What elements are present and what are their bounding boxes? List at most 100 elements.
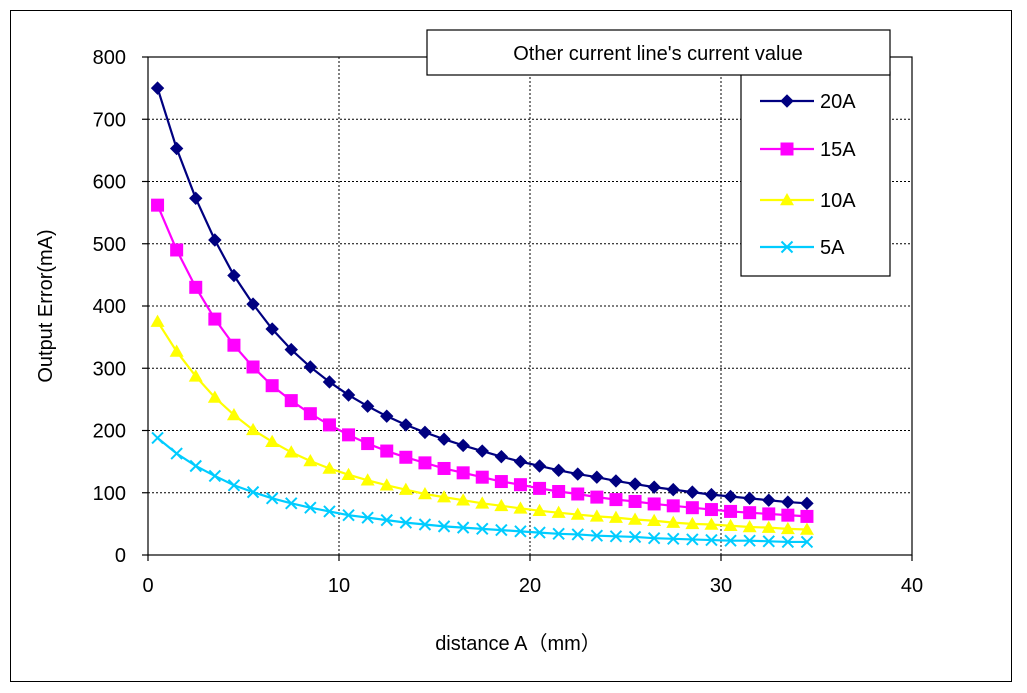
data-point xyxy=(323,505,336,518)
data-point xyxy=(551,505,566,518)
data-point xyxy=(609,474,623,488)
data-point xyxy=(799,522,814,535)
legend-box xyxy=(740,71,891,277)
x-tick-label: 0 xyxy=(142,575,153,597)
marker-stroke xyxy=(781,535,795,549)
data-point xyxy=(169,344,184,357)
data-point xyxy=(341,467,356,480)
data-point xyxy=(762,535,775,548)
marker-stroke xyxy=(571,528,584,541)
data-point xyxy=(513,501,528,514)
data-point xyxy=(188,369,203,382)
data-point xyxy=(189,459,202,473)
data-point xyxy=(246,422,261,436)
data-point xyxy=(150,314,165,327)
data-point xyxy=(208,312,222,326)
data-point xyxy=(303,454,318,467)
x-tick-label: 30 xyxy=(710,575,732,597)
data-point xyxy=(570,507,585,520)
data-point xyxy=(647,497,661,511)
data-point xyxy=(571,487,585,501)
data-point xyxy=(342,508,355,522)
data-point xyxy=(628,512,643,525)
data-point xyxy=(322,461,337,474)
data-point xyxy=(628,494,642,508)
data-point xyxy=(590,529,604,542)
data-point xyxy=(494,449,509,464)
legend-title-box: Other current line's current value xyxy=(426,29,891,76)
marker-stroke xyxy=(780,240,794,254)
data-point xyxy=(762,493,776,507)
data-point xyxy=(704,503,718,517)
data-point xyxy=(360,473,375,486)
data-point xyxy=(513,454,528,469)
data-point xyxy=(456,521,470,534)
data-point xyxy=(303,360,318,374)
data-point xyxy=(284,445,299,458)
data-point xyxy=(533,481,547,495)
y-tick-label: 100 xyxy=(93,483,126,505)
legend-title: Other current line's current value xyxy=(513,43,803,65)
y-tick-label: 700 xyxy=(93,109,126,131)
data-point xyxy=(246,485,260,499)
data-point xyxy=(685,501,699,515)
data-point xyxy=(571,528,584,541)
data-point xyxy=(532,459,547,473)
data-point xyxy=(685,516,700,530)
data-point xyxy=(379,478,394,491)
data-point xyxy=(742,519,757,533)
data-point xyxy=(284,394,298,408)
y-tick-label: 600 xyxy=(93,172,126,194)
data-point xyxy=(628,530,642,544)
data-point xyxy=(437,432,451,446)
data-point xyxy=(437,490,452,503)
data-point xyxy=(398,482,413,495)
data-point xyxy=(475,496,490,509)
marker-stroke xyxy=(552,527,565,541)
data-point xyxy=(399,450,413,464)
legend-item-20A: 20A xyxy=(760,91,856,113)
data-point xyxy=(361,437,375,451)
data-point xyxy=(475,444,489,458)
data-point xyxy=(380,409,394,423)
data-point xyxy=(743,506,757,520)
data-point xyxy=(151,431,164,445)
y-tick-label: 500 xyxy=(93,234,126,256)
data-point xyxy=(475,470,489,484)
data-point xyxy=(456,493,471,506)
marker-stroke xyxy=(743,534,756,547)
marker-stroke xyxy=(285,497,298,510)
marker-stroke xyxy=(705,533,718,547)
data-point xyxy=(417,486,432,500)
data-point xyxy=(761,520,776,533)
data-point xyxy=(189,280,203,294)
marker-stroke xyxy=(170,447,183,460)
data-point xyxy=(169,141,184,156)
data-point xyxy=(685,485,700,499)
data-point xyxy=(456,466,470,480)
data-point xyxy=(704,487,719,502)
marker-stroke xyxy=(667,532,680,546)
data-point xyxy=(494,498,509,512)
y-tick-label: 0 xyxy=(115,545,126,567)
data-point xyxy=(705,533,718,547)
legend-label: 5A xyxy=(820,237,845,259)
data-point xyxy=(322,418,336,432)
data-point xyxy=(628,477,642,491)
data-point xyxy=(418,425,432,440)
data-point xyxy=(207,390,222,403)
legend-marker xyxy=(780,193,794,206)
data-point xyxy=(303,407,317,421)
data-point xyxy=(533,526,546,539)
data-point xyxy=(150,81,165,95)
data-point xyxy=(666,515,681,528)
data-point xyxy=(265,434,280,447)
data-point xyxy=(723,518,738,531)
data-point xyxy=(246,360,260,374)
data-point xyxy=(285,497,298,510)
data-point xyxy=(227,479,241,492)
x-tick-label: 10 xyxy=(328,575,350,597)
data-point xyxy=(189,191,203,206)
marker-stroke xyxy=(800,535,814,549)
data-point xyxy=(227,338,241,352)
